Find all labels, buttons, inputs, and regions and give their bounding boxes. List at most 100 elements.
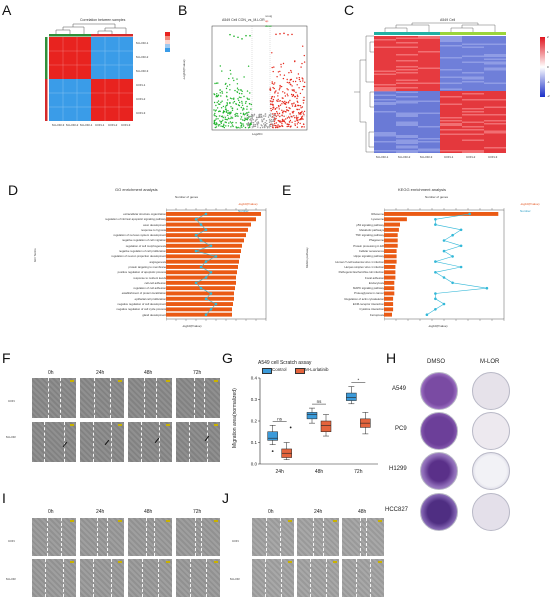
volcano-point (277, 92, 279, 94)
volcano-point (301, 126, 303, 128)
enrich-bar (384, 307, 394, 312)
volcano-point (272, 108, 274, 111)
volcano-point (286, 81, 288, 84)
volcano-point (227, 110, 229, 112)
panel-b-legend-down: down (265, 24, 273, 28)
volcano-point (220, 121, 222, 123)
heatmap-cell (396, 54, 418, 56)
volcano-point (286, 123, 288, 125)
volcano-point (276, 125, 278, 127)
volcano-point (261, 116, 263, 119)
panel-c-colorbar (540, 37, 545, 97)
volcano-point (248, 98, 250, 100)
heatmap-cell (440, 37, 462, 39)
heatmap-cell (418, 37, 440, 39)
volcano-point (278, 125, 280, 127)
volcano-point (291, 33, 293, 36)
heatmap-cell (484, 63, 506, 65)
volcano-point (278, 106, 280, 108)
volcano-point (232, 125, 234, 128)
panel-d-legend-line: Number (238, 209, 249, 213)
volcano-point (271, 52, 273, 54)
heatmap-cell (396, 121, 418, 123)
enrich-bar (166, 291, 234, 296)
panel-a-row-label: CON-3 (136, 111, 146, 115)
heatmap-cell (440, 96, 462, 98)
volcano-point (271, 81, 273, 83)
volcano-point (269, 87, 271, 89)
volcano-point (302, 45, 304, 47)
volcano-point (288, 121, 291, 123)
box-body (306, 412, 318, 420)
volcano-point (282, 125, 284, 128)
volcano-point (221, 92, 224, 94)
volcano-point (286, 78, 288, 81)
enrich-point (199, 239, 203, 242)
heatmap-cell (418, 141, 440, 143)
volcano-point (216, 101, 218, 104)
enrich-term-label: protein targeting to membrane (128, 264, 166, 269)
panel-a-col-label: CON-2 (108, 123, 118, 127)
heatmap-cell (374, 87, 396, 89)
panel-h-col-label: DMSO (427, 359, 445, 365)
heatmap-cell (396, 141, 418, 143)
heatmap-cell (440, 69, 462, 71)
volcano-point (301, 117, 303, 120)
enrich-point (434, 260, 437, 263)
volcano-point (299, 122, 301, 125)
volcano-point (298, 112, 300, 114)
panel-b-points (213, 32, 306, 129)
volcano-point (244, 113, 246, 115)
heatmap-cell (396, 115, 418, 117)
enrich-term-label: angiogenesis (149, 259, 166, 264)
volcano-point (261, 120, 264, 122)
box-outlier (289, 426, 292, 429)
volcano-point (282, 62, 285, 65)
volcano-point (276, 111, 278, 113)
enrich-point (199, 265, 203, 269)
volcano-point (281, 123, 283, 125)
volcano-point (237, 89, 239, 91)
volcano-point (232, 77, 234, 79)
panel-h-row-label: H1299 (389, 466, 407, 472)
heatmap-cell (440, 124, 462, 126)
volcano-point (240, 118, 242, 120)
volcano-point (276, 112, 279, 115)
volcano-point (282, 91, 284, 93)
box-sig-label: ns (317, 399, 323, 404)
enrich-bar (166, 259, 239, 264)
panel-h-row-label: HCC827 (385, 507, 409, 513)
volcano-point (229, 69, 231, 72)
volcano-point (235, 122, 237, 124)
enrich-bar (384, 238, 398, 243)
enrich-term-label: establishment of protein localization (121, 291, 166, 296)
enrich-term-label: Proteoglycans in cancer (354, 291, 384, 296)
panel-d-term-labels: extracellular structure organization regu… (36, 212, 166, 318)
volcano-point (272, 100, 274, 103)
volcano-point (289, 99, 291, 102)
volcano-point (242, 107, 244, 109)
enrich-term-label: negative regulation of cell development (117, 302, 166, 307)
volcano-point (220, 125, 222, 127)
panel-j-time: 24h (314, 509, 323, 515)
volcano-point (272, 120, 274, 123)
panel-f-image (32, 422, 76, 462)
volcano-point (290, 93, 293, 96)
heatmap-cell (418, 148, 440, 150)
volcano-point (272, 98, 275, 101)
volcano-point (249, 92, 251, 94)
volcano-point (281, 100, 283, 103)
volcano-point (241, 100, 243, 103)
volcano-point (304, 81, 306, 83)
panel-g-legend-swatch-control (262, 368, 272, 374)
volcano-point (296, 119, 298, 122)
volcano-point (271, 82, 273, 85)
volcano-point (230, 73, 232, 75)
volcano-point (263, 118, 265, 120)
volcano-point (225, 110, 228, 112)
enrich-point (209, 292, 213, 295)
volcano-point (226, 104, 228, 107)
volcano-point (283, 115, 285, 118)
enrich-term-label: TNF signaling pathway (355, 233, 384, 238)
heatmap-cell (484, 69, 506, 71)
